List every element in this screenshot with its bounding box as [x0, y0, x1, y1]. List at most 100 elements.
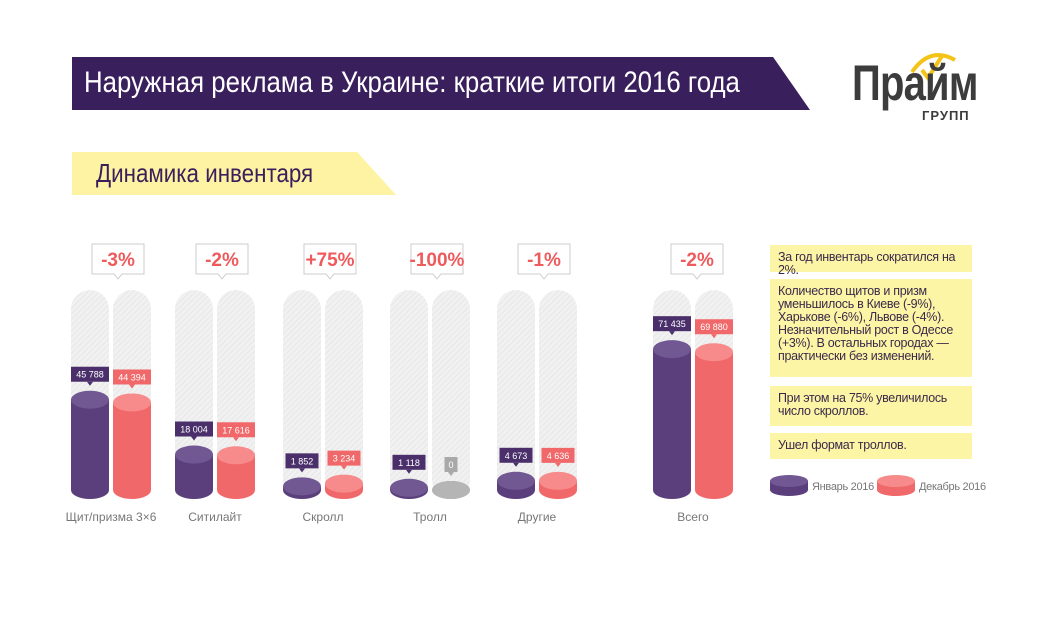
change-value: -1% — [527, 250, 561, 271]
background-tube — [539, 290, 577, 499]
dec-bar-bottom — [113, 481, 151, 499]
change-badge — [517, 243, 571, 280]
category-label: Всего — [677, 510, 709, 524]
note-text: При этом на 75% увеличилось число скролл… — [778, 391, 948, 418]
value-label: 71 435 — [658, 319, 686, 329]
category-label: Скролл — [302, 510, 343, 524]
value-label-box — [653, 316, 691, 332]
note-summary: За год инвентарь сократился на 2%. — [770, 245, 972, 277]
jan-bar-bottom — [175, 481, 213, 499]
value-label: 69 880 — [700, 322, 728, 332]
jan-bar-top — [175, 445, 213, 464]
value-label-box — [71, 366, 109, 382]
value-label-box — [695, 319, 733, 335]
page-title: Наружная реклама в Украине: краткие итог… — [84, 66, 740, 99]
value-label-box — [392, 454, 426, 470]
change-badge — [410, 243, 464, 280]
note-trolls: Ушел формат троллов. — [770, 433, 972, 459]
legend-label-jan: Январь 2016 — [812, 481, 874, 493]
jan-bar-top — [390, 478, 428, 497]
value-label-pointer — [191, 436, 197, 441]
value-label-box — [444, 457, 458, 472]
dec-bar-top — [217, 446, 255, 465]
value-label-pointer — [299, 468, 305, 473]
dec-bar-body — [113, 402, 151, 490]
jan-bar-top — [283, 477, 321, 496]
logo-text: Прайм — [852, 55, 978, 111]
value-label: 1 118 — [398, 458, 420, 468]
value-label-pointer — [233, 437, 239, 442]
category-label: Другие — [518, 510, 557, 524]
value-label: 45 788 — [76, 370, 104, 380]
value-label: 0 — [448, 460, 453, 470]
value-label: 18 004 — [180, 425, 208, 435]
value-label: 4 636 — [547, 451, 570, 461]
category-label: Щит/призма 3×6 — [66, 510, 157, 524]
change-value: -100% — [410, 250, 465, 271]
jan-bar-body — [653, 349, 691, 490]
value-label-box — [175, 421, 213, 437]
value-label-box — [113, 369, 151, 385]
value-label-pointer — [513, 462, 519, 467]
jan-bar-body — [71, 399, 109, 490]
note-text: Ушел формат троллов. — [778, 438, 907, 452]
background-tube — [432, 290, 470, 499]
change-value: -3% — [101, 250, 135, 271]
jan-bar-top — [653, 340, 691, 359]
dec-bar-body — [695, 352, 733, 490]
jan-bar-bottom — [653, 481, 691, 499]
background-tube — [325, 290, 363, 499]
section-title: Динамика инвентаря — [96, 158, 314, 188]
background-tube — [497, 290, 535, 499]
category-label: Ситилайт — [188, 510, 242, 524]
background-tube — [217, 290, 255, 499]
legend-swatch-bottom — [877, 484, 915, 496]
legend-swatch-top — [877, 475, 915, 487]
background-tube — [390, 290, 428, 499]
value-label: 1 852 — [291, 456, 314, 466]
jan-bar-top — [497, 471, 535, 490]
category-label: Тролл — [413, 510, 447, 524]
note-text: За год инвентарь сократился на 2%. — [778, 250, 956, 277]
note-text: Количество щитов и призм уменьшилось в К… — [778, 284, 953, 363]
dec-bar-bottom — [695, 481, 733, 499]
change-value: +75% — [305, 250, 354, 271]
value-label-pointer — [711, 334, 717, 339]
note-scrolls: При этом на 75% увеличилось число скролл… — [770, 386, 972, 426]
value-label-pointer — [87, 381, 93, 386]
legend-swatch-top — [770, 475, 808, 487]
value-label-pointer — [129, 384, 135, 389]
value-label-box — [327, 450, 361, 466]
change-badge — [670, 243, 724, 280]
value-label-pointer — [555, 462, 561, 467]
jan-bar-bottom — [71, 481, 109, 499]
logo: Прайм ГРУПП — [850, 50, 980, 130]
subtitle-banner: Динамика инвентаря — [72, 152, 396, 195]
value-label-box — [285, 453, 319, 469]
jan-bar-top — [71, 390, 109, 409]
background-tube — [283, 290, 321, 499]
value-label-box — [541, 447, 575, 463]
change-value: -2% — [680, 250, 714, 271]
value-label-pointer — [341, 465, 347, 470]
title-banner: Наружная реклама в Украине: краткие итог… — [72, 57, 810, 110]
dec-bar-top — [432, 481, 470, 499]
dec-bar-top — [113, 393, 151, 412]
value-label: 17 616 — [222, 425, 250, 435]
value-label-pointer — [669, 331, 675, 336]
change-value: -2% — [205, 250, 239, 271]
logo-swoosh-icon — [910, 53, 956, 82]
value-label: 4 673 — [505, 451, 528, 461]
value-label-box — [499, 447, 533, 463]
change-badge — [91, 243, 145, 280]
legend-swatch-bottom — [770, 484, 808, 496]
legend-label-dec: Декабрь 2016 — [919, 481, 986, 493]
value-label-pointer — [406, 469, 412, 474]
dec-bar-bottom — [217, 481, 255, 499]
dec-bar-top — [695, 343, 733, 362]
value-label: 44 394 — [118, 372, 146, 382]
note-cities: Количество щитов и призм уменьшилось в К… — [770, 279, 972, 377]
dec-bar-top — [325, 474, 363, 493]
change-badge — [195, 243, 249, 280]
